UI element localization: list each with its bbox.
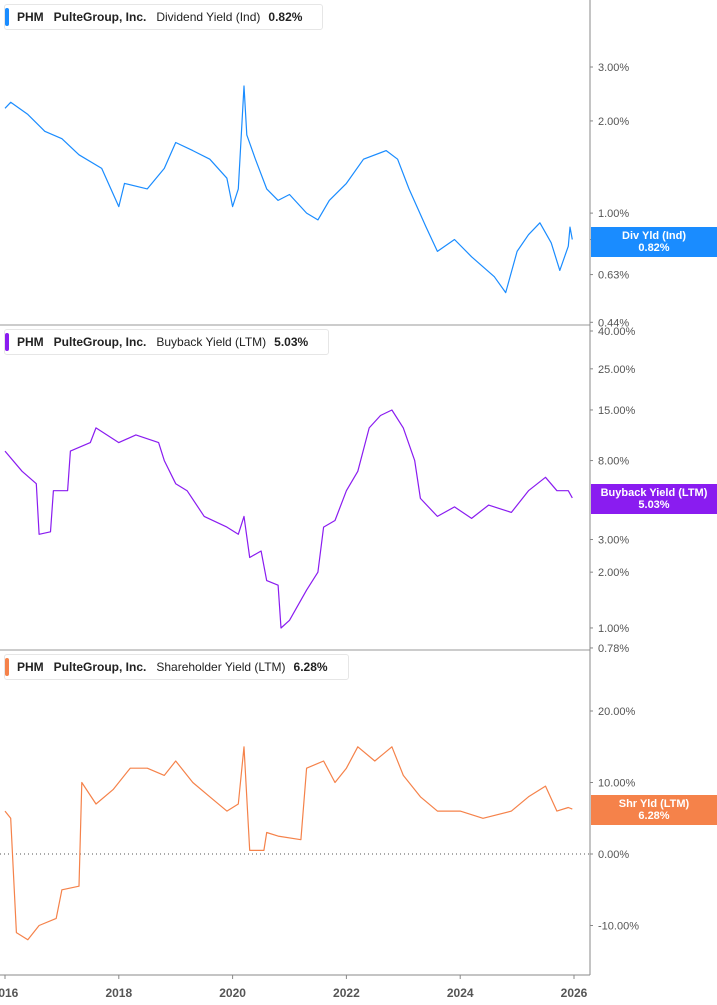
x-tick-label: 2026	[561, 986, 588, 1000]
tag-value: 0.82%	[638, 242, 670, 254]
series-color-marker	[5, 658, 9, 676]
y-tick-label: 8.00%	[598, 456, 629, 468]
y-tick-label: 1.00%	[598, 623, 629, 635]
metric-value: 5.03%	[274, 335, 309, 349]
y-tick-label: -10.00%	[598, 921, 639, 933]
metric-name: Buyback Yield (LTM)	[156, 335, 267, 349]
y-tick-label: 0.63%	[598, 270, 629, 282]
y-tick-label: 3.00%	[598, 535, 629, 547]
ticker: PHM	[17, 335, 44, 349]
y-tick-label: 0.44%	[598, 317, 629, 329]
tag-label: Shr Yld (LTM)	[618, 798, 690, 810]
y-tick-label: 20.00%	[598, 706, 636, 718]
series-line-3	[4, 746, 573, 941]
company-name: PulteGroup, Inc.	[53, 335, 147, 349]
series-line-1	[4, 85, 573, 294]
series-color-marker	[5, 8, 9, 26]
metric-name: Shareholder Yield (LTM)	[156, 660, 286, 674]
ticker: PHM	[17, 10, 44, 24]
y-tick-label: 1.00%	[598, 208, 629, 220]
y-tick-label: 40.00%	[598, 326, 636, 338]
current-value-tag-dividend: Div Yld (Ind) 0.82%	[591, 227, 717, 257]
y-tick-label: 3.00%	[598, 62, 629, 74]
y-tick-label: 10.00%	[598, 778, 636, 790]
series-line-2	[4, 409, 573, 629]
current-value-tag-buyback: Buyback Yield (LTM) 5.03%	[591, 484, 717, 514]
series-color-marker	[5, 333, 9, 351]
x-tick-label: 2024	[447, 986, 474, 1000]
legend-buyback-yield: PHM PulteGroup, Inc. Buyback Yield (LTM)…	[4, 329, 330, 355]
metric-value: 6.28%	[293, 660, 328, 674]
y-tick-label: 0.78%	[598, 643, 629, 655]
y-tick-label: 2.00%	[598, 567, 629, 579]
y-tick-label: 25.00%	[598, 364, 636, 376]
ticker: PHM	[17, 660, 44, 674]
legend-dividend-yield: PHM PulteGroup, Inc. Dividend Yield (Ind…	[4, 4, 324, 30]
metric-name: Dividend Yield (Ind)	[156, 10, 261, 24]
x-tick-label: 2020	[219, 986, 246, 1000]
company-name: PulteGroup, Inc.	[53, 660, 147, 674]
x-tick-label: 2022	[333, 986, 360, 1000]
tag-value: 6.28%	[638, 810, 670, 822]
legend-shareholder-yield: PHM PulteGroup, Inc. Shareholder Yield (…	[4, 654, 349, 680]
y-tick-label: 2.00%	[598, 116, 629, 128]
y-tick-label: 15.00%	[598, 405, 636, 417]
x-tick-label: 2018	[105, 986, 132, 1000]
tag-label: Div Yld (Ind)	[622, 230, 686, 242]
y-tick-label: 0.00%	[598, 849, 629, 861]
current-value-tag-shareholder: Shr Yld (LTM) 6.28%	[591, 795, 717, 825]
company-name: PulteGroup, Inc.	[53, 10, 147, 24]
tag-label: Buyback Yield (LTM)	[600, 487, 708, 499]
x-tick-label: 2016	[0, 986, 19, 1000]
metric-value: 0.82%	[268, 10, 303, 24]
tag-value: 5.03%	[638, 499, 670, 511]
